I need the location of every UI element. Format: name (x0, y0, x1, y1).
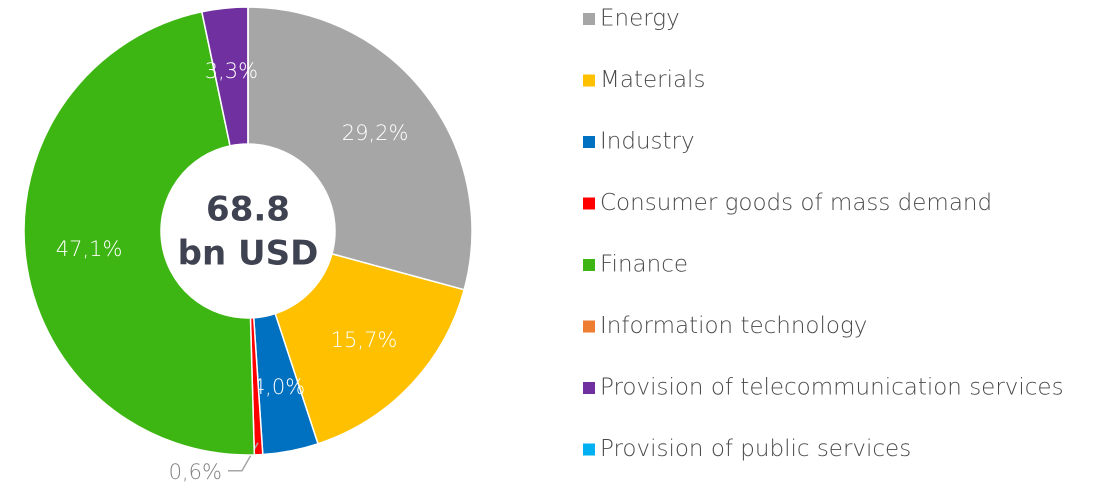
legend-label: Energy (600, 6, 680, 32)
legend-label: Consumer goods of mass demand (600, 190, 992, 216)
slice-label: 29,2% (342, 121, 409, 145)
legend-swatch (583, 136, 595, 148)
legend-swatch (583, 197, 595, 210)
legend-swatch (583, 443, 595, 456)
slice-label: 3,3% (205, 59, 258, 83)
legend-label: Information technology (600, 313, 867, 339)
slice-label: 0,6% (169, 460, 222, 484)
legend-label: Materials (600, 67, 705, 93)
donut-slice (23, 10, 256, 456)
center-label: 68.8 (206, 190, 290, 230)
legend-swatch (583, 74, 595, 87)
legend-label: Industry (600, 129, 695, 155)
legend-swatch (583, 382, 595, 394)
legend-swatch (583, 13, 595, 25)
slice-label: 47,1% (56, 237, 123, 261)
slice-label: 4,0% (252, 375, 305, 399)
center-label: bn USD (178, 234, 319, 274)
legend-swatch (583, 320, 595, 333)
slice-label: 15,7% (331, 328, 398, 352)
donut-slice (247, 6, 473, 291)
donut-slice (274, 252, 466, 445)
legend-label: Provision of telecommunication services (600, 375, 1064, 401)
legend-label: Provision of public services (600, 436, 911, 462)
legend-label: Finance (600, 252, 688, 278)
legend-swatch (583, 259, 595, 271)
